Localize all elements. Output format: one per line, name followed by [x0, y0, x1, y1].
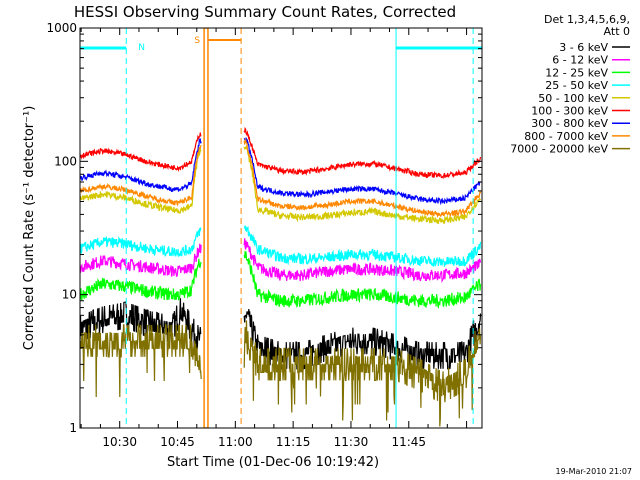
saa-label: S	[194, 36, 200, 46]
series-line-6	[80, 137, 481, 206]
legend-header: Att 0	[604, 25, 630, 38]
x-tick-label: 10:45	[160, 435, 195, 449]
series-line-4	[80, 144, 482, 225]
y-tick-label: 1	[69, 421, 77, 435]
timestamp: 19-Mar-2010 21:07	[556, 467, 633, 476]
series-line-3	[80, 225, 482, 267]
saa-box	[203, 28, 209, 428]
x-tick-label: 11:45	[391, 435, 426, 449]
legend-label: 100 - 300 keV	[531, 105, 608, 118]
night-label: N	[138, 43, 145, 53]
x-axis-ticks: 10:30 10:45 11:00 11:15 11:30 11:45	[80, 28, 468, 449]
series-line-5	[80, 126, 482, 180]
y-tick-label: 100	[54, 154, 77, 168]
x-axis-label: Start Time (01-Dec-06 10:19:42)	[167, 455, 379, 470]
plot-inner	[80, 28, 482, 428]
y-tick-label: 10	[62, 288, 77, 302]
y-tick-label: 1000	[46, 21, 77, 35]
chart-title: HESSI Observing Summary Count Rates, Cor…	[74, 3, 456, 21]
x-tick-label: 10:30	[102, 435, 137, 449]
legend-label: 25 - 50 keV	[545, 79, 608, 92]
x-tick-label: 11:15	[276, 435, 311, 449]
y-axis-label: Corrected Count Rate (s⁻¹ detector⁻¹)	[22, 106, 37, 351]
series-line-8	[80, 320, 482, 427]
legend-label: 50 - 100 keV	[538, 92, 608, 105]
legend-label: 6 - 12 keV	[552, 54, 608, 67]
x-tick-label: 11:30	[334, 435, 369, 449]
legend-label: 800 - 7000 keV	[524, 130, 608, 143]
series-line-7	[80, 137, 482, 219]
legend-label: 12 - 25 keV	[545, 66, 608, 79]
legend-header: Det 1,3,4,5,6,9,	[544, 13, 630, 26]
plot-frame	[79, 27, 483, 429]
series-line-2	[80, 251, 482, 309]
legend-label: 7000 - 20000 keV	[510, 143, 608, 156]
legend-label: 3 - 6 keV	[559, 41, 608, 54]
legend-label: 300 - 800 keV	[531, 117, 608, 130]
series-line-1	[80, 238, 482, 284]
x-tick-label: 11:00	[218, 435, 253, 449]
